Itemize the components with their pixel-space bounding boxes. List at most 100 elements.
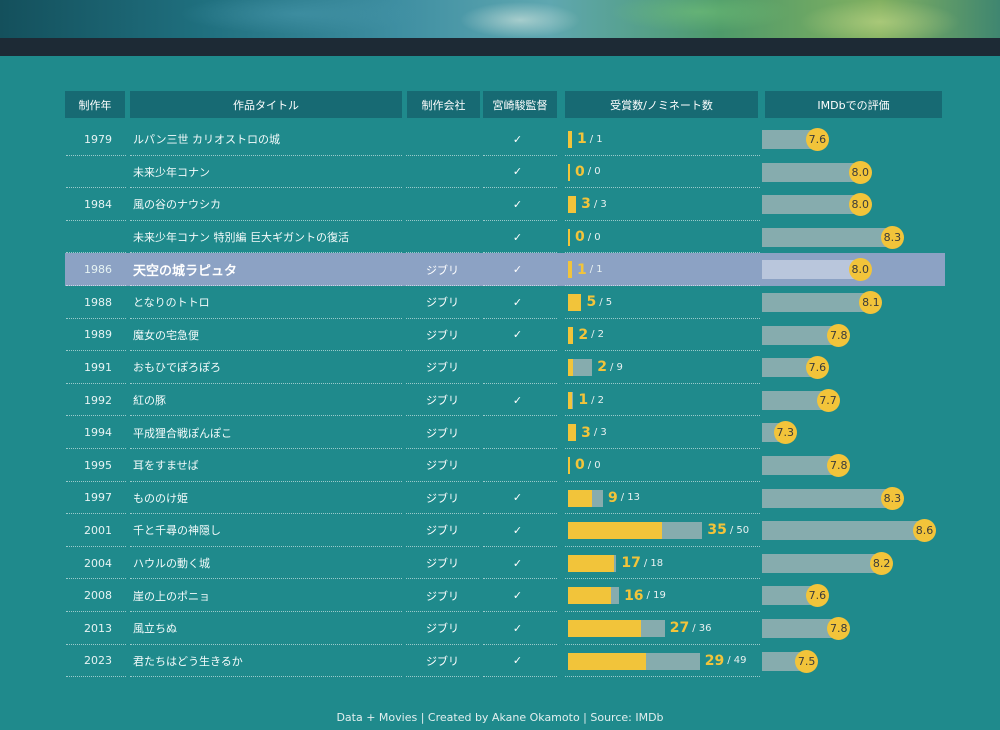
- row-separator: [565, 219, 760, 221]
- row-separator: [66, 676, 126, 678]
- table-row: 1997 もののけ姫 ジブリ ✓ 9/ 13 8.3: [0, 482, 1000, 515]
- row-title: 風立ちぬ: [133, 622, 177, 636]
- imdb-score: 7.6: [805, 128, 829, 151]
- row-separator: [130, 382, 402, 384]
- row-separator: [66, 219, 126, 221]
- imdb-bar: [762, 521, 924, 541]
- row-studio: ジブリ: [426, 296, 459, 310]
- row-separator: [66, 643, 126, 645]
- row-separator: [565, 415, 760, 417]
- imdb-bar: [762, 130, 817, 149]
- row-separator: [565, 317, 760, 319]
- wins-value: 0: [575, 229, 585, 246]
- row-separator: [483, 285, 557, 286]
- row-studio: [406, 123, 479, 156]
- row-separator: [66, 187, 126, 189]
- row-separator: [130, 285, 402, 286]
- row-year: 1992: [84, 393, 112, 407]
- header-awards: 受賞数/ノミネート数: [565, 91, 758, 118]
- awards-label: 29/ 49: [705, 645, 747, 678]
- awards-label: 16/ 19: [624, 579, 666, 612]
- row-studio: ジブリ: [426, 328, 459, 342]
- row-separator: [565, 448, 760, 449]
- row-separator: [483, 154, 557, 156]
- wins-value: 27: [669, 620, 690, 637]
- awards-label: 0/ 0: [575, 449, 601, 482]
- wins-value: 5: [586, 294, 597, 311]
- row-separator: [130, 252, 402, 254]
- row-separator: [406, 317, 479, 319]
- imdb-bar: [762, 325, 839, 345]
- wins-bar: [568, 522, 663, 540]
- row-separator: [565, 578, 760, 580]
- row-separator: [66, 252, 126, 254]
- noms-value: / 50: [729, 524, 750, 536]
- row-studio: ジブリ: [426, 426, 459, 440]
- noms-value: / 5: [599, 296, 613, 308]
- wins-value: 35: [707, 522, 727, 539]
- row-year: 1994: [84, 426, 112, 440]
- wins-bar: [568, 294, 582, 311]
- row-separator: [130, 578, 402, 580]
- wins-bar: [568, 131, 572, 148]
- row-separator: [565, 285, 760, 286]
- header-imdb: IMDbでの評価: [765, 91, 942, 118]
- row-studio: ジブリ: [426, 491, 459, 505]
- noms-value: / 2: [591, 329, 605, 341]
- row-separator: [483, 187, 557, 189]
- wins-value: 2: [578, 326, 589, 343]
- wins-bar: [568, 326, 574, 344]
- noms-value: / 3: [593, 198, 607, 210]
- awards-label: 1/ 1: [577, 123, 603, 156]
- row-studio: ジブリ: [426, 394, 459, 408]
- row-separator: [483, 676, 557, 678]
- row-year: [70, 221, 126, 254]
- row-year: 2004: [84, 556, 112, 570]
- noms-value: / 1: [589, 264, 603, 276]
- imdb-bar: [762, 651, 807, 671]
- row-separator: [130, 513, 402, 515]
- row-separator: [130, 187, 402, 189]
- row-separator: [130, 448, 402, 449]
- header-dark-band: [0, 38, 1000, 56]
- imdb-bar: [762, 162, 860, 182]
- row-director-check: ✓: [512, 328, 523, 342]
- row-separator: [565, 676, 760, 678]
- row-separator: [565, 545, 760, 547]
- row-director-check: ✓: [512, 295, 523, 309]
- row-title: 千と千尋の神隠し: [133, 524, 221, 538]
- imdb-score: 7.8: [827, 454, 851, 477]
- awards-label: 2/ 9: [597, 351, 623, 384]
- row-separator: [130, 317, 402, 319]
- row-title: 風の谷のナウシカ: [133, 198, 221, 212]
- row-title: 平成狸合戦ぽんぽこ: [133, 426, 232, 440]
- row-title: 魔女の宅急便: [133, 328, 199, 342]
- row-separator: [66, 448, 126, 449]
- awards-label: 5/ 5: [586, 286, 612, 319]
- row-title: 紅の豚: [133, 394, 166, 408]
- nominations-bar: [568, 359, 593, 377]
- noms-value: / 0: [587, 231, 601, 243]
- wins-value: 3: [581, 196, 591, 213]
- row-year: 1989: [84, 328, 112, 342]
- row-director-check: ✓: [512, 165, 523, 179]
- row-separator: [483, 611, 557, 612]
- wins-bar: [568, 261, 572, 279]
- row-separator: [406, 480, 479, 482]
- row-separator: [406, 350, 479, 352]
- row-separator: [565, 513, 760, 515]
- wins-bar: [568, 359, 574, 377]
- row-separator: [130, 219, 402, 221]
- row-separator: [66, 382, 126, 384]
- row-year: 1991: [84, 360, 112, 374]
- wins-value: 16: [624, 587, 644, 604]
- imdb-bar: [762, 293, 871, 312]
- header-director: 宮崎駿監督: [483, 91, 557, 118]
- noms-value: / 13: [620, 492, 640, 504]
- row-separator: [130, 611, 402, 612]
- row-title: おもひでぽろぽろ: [133, 361, 221, 375]
- row-director-check: ✓: [512, 589, 523, 603]
- imdb-score: 7.5: [795, 649, 819, 673]
- row-separator: [483, 219, 557, 221]
- row-separator: [565, 252, 760, 254]
